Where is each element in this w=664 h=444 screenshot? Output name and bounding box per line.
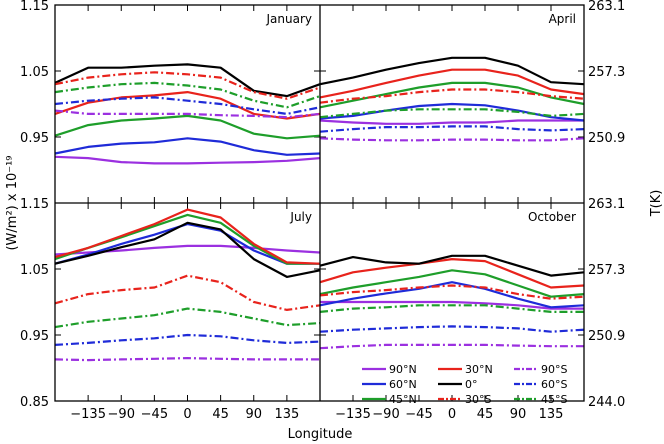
series-line-45°S	[319, 304, 584, 313]
y2-axis-label: T(K)	[649, 190, 664, 218]
x-tick-label: 0	[183, 407, 191, 422]
series-line-30°S	[54, 71, 321, 100]
x-tick-label: −45	[141, 407, 168, 422]
panel-title: October	[528, 210, 576, 224]
x-tick-label: 0	[448, 407, 456, 422]
series-line-60°N	[54, 137, 321, 156]
series-line-90°S	[319, 137, 585, 142]
series-line-60°S	[319, 125, 585, 133]
x-axis-label: Longitude	[288, 427, 353, 442]
series-line-90°S	[54, 357, 320, 362]
series-line-30°S	[319, 284, 585, 300]
series-line-45°S	[54, 81, 321, 109]
y2-tick-label: 250.9	[588, 131, 625, 146]
legend-label: 45°S	[541, 393, 567, 406]
legend-item: 30°N	[438, 363, 493, 376]
y-tick-label: 1.05	[20, 65, 49, 80]
x-tick-label: −90	[108, 407, 135, 422]
panel-april: April	[319, 4, 585, 204]
series-line-0°	[54, 63, 321, 98]
series-line-0°	[54, 221, 321, 278]
series-line-90°N	[319, 119, 584, 125]
legend-item: 90°N	[362, 363, 417, 376]
legend-item: 90°S	[514, 363, 567, 376]
y2-tick-label: 263.1	[588, 197, 625, 212]
x-tick-label: 135	[539, 407, 564, 422]
series-line-60°N	[319, 281, 585, 309]
legend-label: 60°S	[541, 378, 567, 391]
series-line-30°S	[319, 88, 585, 104]
legend-item: 30°S	[438, 393, 491, 406]
x-tick-label: −135	[70, 407, 106, 422]
x-tick-label: 90	[245, 407, 262, 422]
y-tick-label: 1.15	[20, 0, 49, 14]
series-line-30°N	[319, 68, 585, 99]
panel-title: April	[549, 12, 576, 26]
legend-label: 60°N	[389, 378, 417, 391]
y-tick-label: 0.95	[20, 329, 49, 344]
legend-item: 60°S	[514, 378, 567, 391]
panel-title: July	[289, 210, 312, 224]
legend-item: 45°N	[362, 393, 417, 406]
panel-july: July	[54, 202, 321, 402]
legend-item: 45°S	[514, 393, 567, 406]
x-tick-label: 135	[274, 407, 299, 422]
y-tick-label: 0.85	[20, 395, 49, 410]
series-line-30°S	[54, 274, 321, 311]
y2-tick-label: 250.9	[588, 329, 625, 344]
y2-tick-label: 244.0	[588, 395, 625, 410]
x-tick-label: 45	[212, 407, 229, 422]
legend-label: 0°	[465, 378, 478, 391]
series-line-30°N	[319, 258, 585, 289]
series-line-30°N	[54, 208, 321, 265]
legend-item: 60°N	[362, 378, 417, 391]
legend-label: 30°S	[465, 393, 491, 406]
legend-item: 0°	[438, 378, 478, 391]
series-line-90°S	[319, 343, 584, 350]
series-line-60°S	[54, 96, 321, 116]
series-line-90°S	[54, 109, 321, 119]
series-line-90°N	[320, 300, 584, 310]
panel-title: January	[266, 12, 313, 26]
series-line-45°N	[319, 269, 585, 298]
legend: 90°N 30°N 90°S 60°N 0° 60°S 45°N 30°S 45°S	[362, 363, 567, 406]
y-tick-label: 1.15	[20, 197, 49, 212]
legend-label: 45°N	[389, 393, 417, 406]
series-line-0°	[319, 254, 585, 277]
legend-label: 30°N	[465, 363, 493, 376]
panel-october: October	[319, 202, 585, 402]
y2-tick-label: 263.1	[588, 0, 625, 14]
series-line-45°S	[54, 307, 321, 329]
x-tick-label: −135	[335, 407, 371, 422]
y2-tick-label: 257.3	[588, 263, 625, 278]
y-tick-label: 1.05	[20, 263, 49, 278]
x-tick-label: −45	[405, 407, 432, 422]
y-axis-label: (W/m²) x 10⁻¹⁹	[5, 155, 20, 250]
series-line-90°N	[54, 155, 321, 165]
panels-group: January April July October	[54, 4, 585, 402]
series-line-60°S	[54, 333, 321, 346]
x-tick-label: 45	[477, 407, 494, 422]
legend-label: 90°S	[541, 363, 567, 376]
panel-january: January	[54, 4, 321, 204]
series-line-60°S	[319, 325, 585, 333]
legend-label: 90°N	[389, 363, 417, 376]
x-tick-label: 90	[510, 407, 527, 422]
series-line-45°S	[319, 108, 585, 119]
series-line-0°	[319, 56, 585, 86]
x-tick-label: −90	[372, 407, 399, 422]
y2-tick-label: 257.3	[588, 65, 625, 80]
series-line-45°N	[54, 114, 321, 140]
series-line-60°N	[54, 223, 320, 265]
y-tick-label: 0.95	[20, 131, 49, 146]
